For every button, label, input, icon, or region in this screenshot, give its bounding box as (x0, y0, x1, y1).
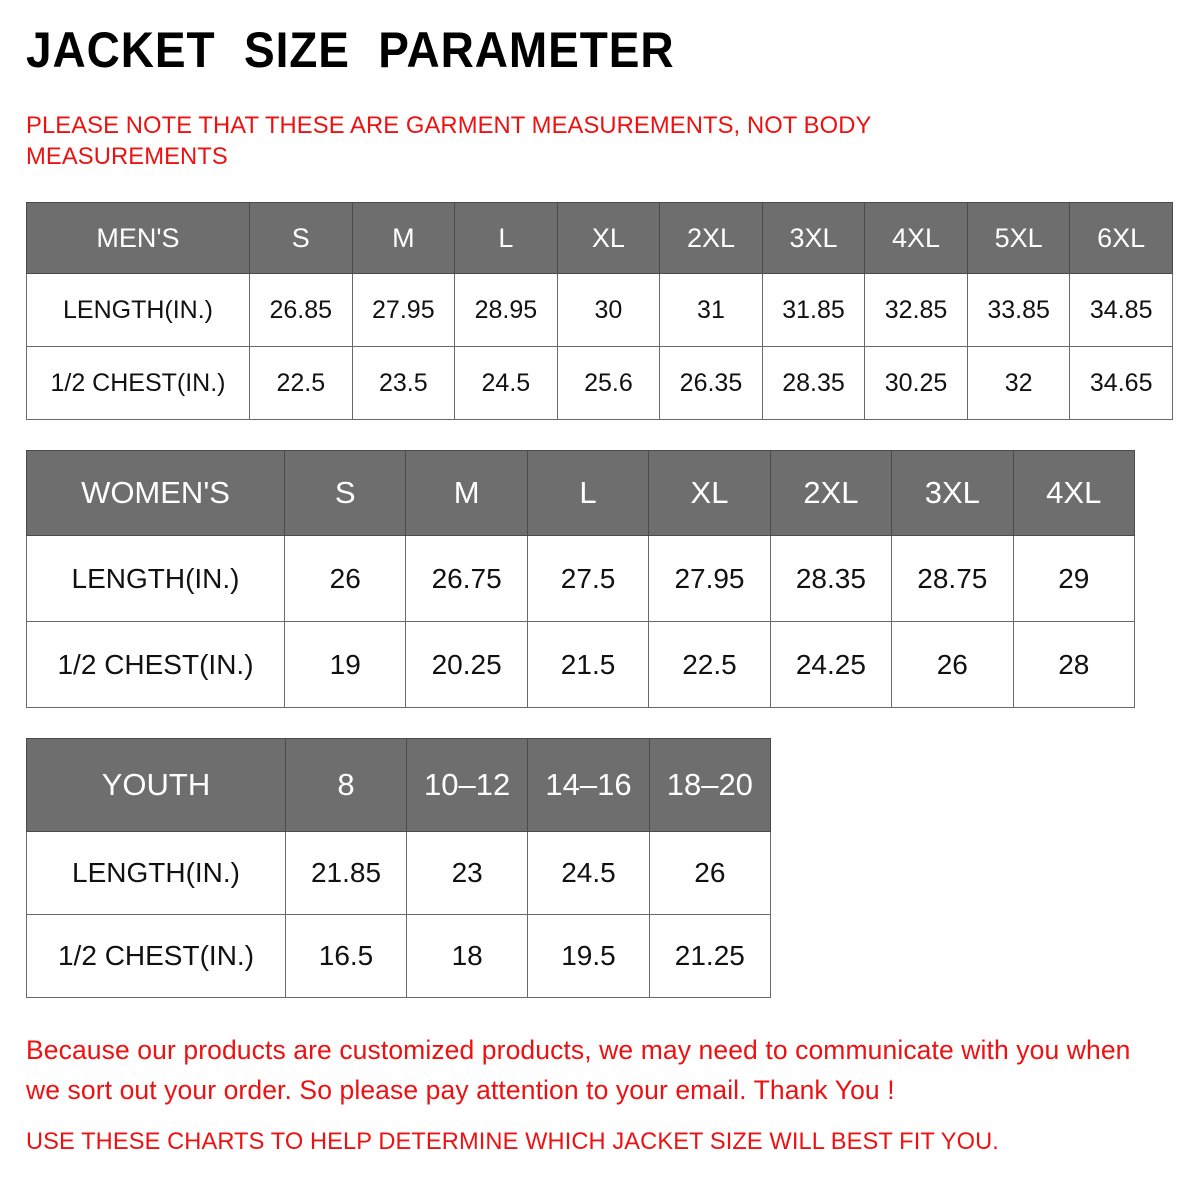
table-header-row: WOMEN'S S M L XL 2XL 3XL 4XL (26, 450, 1136, 536)
table-header-row: YOUTH 8 10–12 14–16 18–20 (26, 738, 772, 832)
youth-table-title-cell: YOUTH (26, 738, 286, 832)
mens-measurement-cell: 26.85 (249, 273, 353, 347)
youth-column-header: 14–16 (527, 738, 650, 832)
womens-measurement-cell: 22.5 (648, 621, 771, 708)
womens-table-body: LENGTH(IN.) 26 26.75 27.5 27.95 28.35 28.75 29 1… (26, 535, 1136, 708)
youth-measurement-cell: 21.25 (648, 914, 772, 998)
womens-column-header: L (526, 450, 650, 536)
table-row: LENGTH(IN.) 26.85 27.95 28.95 30 31 31.85 32.85… (26, 273, 1173, 347)
mens-measurement-cell: 24.5 (454, 346, 558, 420)
mens-table-header: MEN'S S M L XL 2XL 3XL 4XL 5XL 6XL (26, 202, 1173, 274)
table-row: 1/2 CHEST(IN.) 19 20.25 21.5 22.5 24.25 26 28 (26, 621, 1136, 708)
womens-measurement-cell: 26.75 (405, 535, 528, 622)
mens-measurement-cell: 22.5 (249, 346, 353, 420)
youth-row-label: 1/2 CHEST(IN.) (26, 914, 286, 998)
womens-measurement-cell: 24.25 (769, 621, 893, 708)
table-row: LENGTH(IN.) 21.85 23 24.5 26 (26, 831, 772, 915)
mens-table-title-cell: MEN'S (26, 202, 250, 274)
womens-measurement-cell: 26 (283, 535, 407, 622)
customization-note: Because our products are customized prod… (26, 1035, 1131, 1105)
mens-measurement-cell: 30.25 (864, 346, 968, 420)
mens-measurement-cell: 26.35 (659, 346, 763, 420)
mens-row-label: LENGTH(IN.) (26, 273, 250, 347)
mens-column-header: S (249, 202, 353, 274)
mens-measurement-cell: 34.65 (1069, 346, 1173, 420)
mens-column-header: XL (556, 202, 661, 274)
mens-measurement-cell: 33.85 (966, 273, 1071, 347)
womens-row-label: 1/2 CHEST(IN.) (26, 621, 285, 708)
mens-measurement-cell: 32.85 (864, 273, 968, 347)
womens-table-header: WOMEN'S S M L XL 2XL 3XL 4XL (26, 450, 1136, 536)
womens-measurement-cell: 28.35 (769, 535, 893, 622)
womens-column-header: S (283, 450, 407, 536)
mens-column-header: 2XL (659, 202, 763, 274)
womens-measurement-cell: 29 (1012, 535, 1136, 622)
mens-column-header: 3XL (761, 202, 866, 274)
youth-size-table: YOUTH 8 10–12 14–16 18–20 LENGTH(IN.) 21.85 23… (26, 738, 772, 998)
womens-table-title-cell: WOMEN'S (26, 450, 285, 536)
mens-measurement-cell: 27.95 (351, 273, 456, 347)
table-row: LENGTH(IN.) 26 26.75 27.5 27.95 28.35 28.75 29 (26, 535, 1136, 622)
mens-measurement-cell: 28.95 (454, 273, 558, 347)
womens-measurement-cell: 26 (891, 621, 1014, 708)
youth-measurement-cell: 23 (405, 831, 529, 915)
youth-measurement-cell: 18 (405, 914, 529, 998)
mens-column-header: L (454, 202, 558, 274)
table-header-row: MEN'S S M L XL 2XL 3XL 4XL 5XL 6XL (26, 202, 1173, 274)
youth-column-header: 10–12 (405, 738, 529, 832)
mens-column-header: 4XL (864, 202, 968, 274)
womens-row-label: LENGTH(IN.) (26, 535, 285, 622)
mens-column-header: M (351, 202, 456, 274)
womens-measurement-cell: 21.5 (526, 621, 650, 708)
womens-measurement-cell: 20.25 (405, 621, 528, 708)
mens-measurement-cell: 25.6 (556, 346, 661, 420)
womens-measurement-cell: 28.75 (891, 535, 1014, 622)
womens-column-header: 4XL (1012, 450, 1136, 536)
youth-measurement-cell: 16.5 (285, 914, 407, 998)
youth-measurement-cell: 19.5 (527, 914, 650, 998)
youth-column-header: 18–20 (648, 738, 772, 832)
page-title: JACKET SIZE PARAMETER (26, 22, 675, 78)
table-row: 1/2 CHEST(IN.) 22.5 23.5 24.5 25.6 26.35 28.35… (26, 346, 1173, 420)
womens-size-table: WOMEN'S S M L XL 2XL 3XL 4XL LENGTH(IN.) 26 26.75… (26, 450, 1136, 708)
mens-size-table: MEN'S S M L XL 2XL 3XL 4XL 5XL 6XL LENGTH(IN.) 26.… (26, 202, 1173, 420)
mens-column-header: 6XL (1069, 202, 1173, 274)
youth-row-label: LENGTH(IN.) (26, 831, 286, 915)
chart-usage-note: USE THESE CHARTS TO HELP DETERMINE WHICH… (26, 1128, 999, 1155)
womens-measurement-cell: 28 (1012, 621, 1136, 708)
youth-measurement-cell: 21.85 (285, 831, 407, 915)
youth-measurement-cell: 24.5 (527, 831, 650, 915)
mens-measurement-cell: 34.85 (1069, 273, 1173, 347)
womens-column-header: M (405, 450, 528, 536)
mens-measurement-cell: 31 (659, 273, 763, 347)
mens-measurement-cell: 32 (966, 346, 1071, 420)
mens-table-body: LENGTH(IN.) 26.85 27.95 28.95 30 31 31.85 32.85… (26, 273, 1173, 420)
table-row: 1/2 CHEST(IN.) 16.5 18 19.5 21.25 (26, 914, 772, 998)
mens-measurement-cell: 30 (556, 273, 661, 347)
garment-measurement-note: PLEASE NOTE THAT THESE ARE GARMENT MEASU… (26, 112, 871, 170)
womens-measurement-cell: 27.95 (648, 535, 771, 622)
mens-measurement-cell: 31.85 (761, 273, 866, 347)
womens-column-header: XL (648, 450, 771, 536)
youth-table-body: LENGTH(IN.) 21.85 23 24.5 26 1/2 CHEST(IN.) 16… (26, 831, 772, 998)
mens-row-label: 1/2 CHEST(IN.) (26, 346, 250, 420)
mens-measurement-cell: 28.35 (761, 346, 866, 420)
womens-measurement-cell: 27.5 (526, 535, 650, 622)
womens-column-header: 3XL (891, 450, 1014, 536)
mens-measurement-cell: 23.5 (351, 346, 456, 420)
mens-column-header: 5XL (966, 202, 1071, 274)
womens-measurement-cell: 19 (283, 621, 407, 708)
womens-column-header: 2XL (769, 450, 893, 536)
youth-table-header: YOUTH 8 10–12 14–16 18–20 (26, 738, 772, 832)
youth-column-header: 8 (285, 738, 407, 832)
youth-measurement-cell: 26 (648, 831, 772, 915)
